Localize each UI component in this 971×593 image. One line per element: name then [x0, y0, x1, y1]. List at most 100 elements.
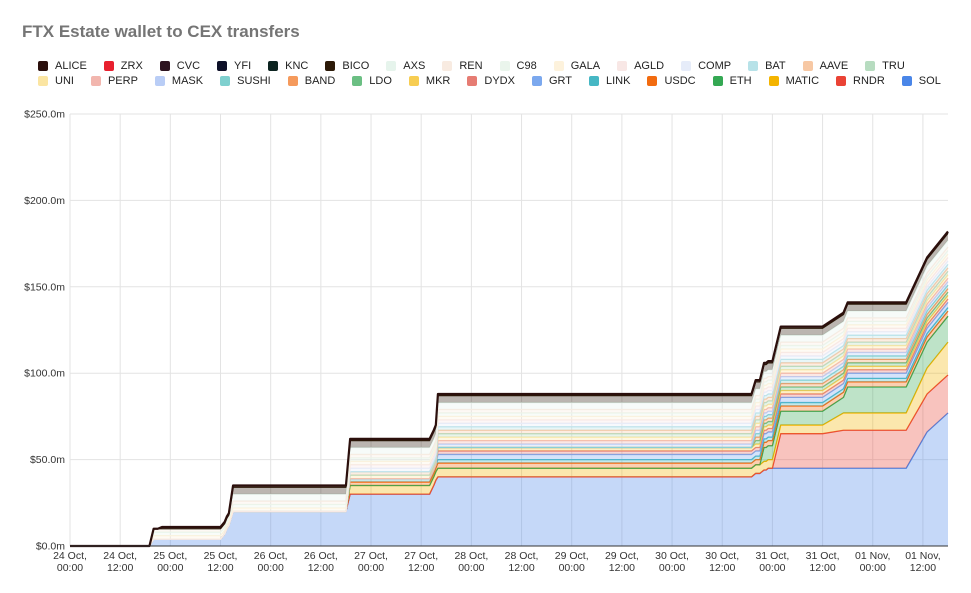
- legend-label: LDO: [369, 74, 392, 87]
- legend-item-alice[interactable]: ALICE: [38, 60, 87, 72]
- legend-label: BAND: [304, 74, 336, 87]
- legend-item-band[interactable]: BAND: [287, 74, 336, 87]
- chart-legend: ALICE ZRX CVC YFI KNC BICO AXS REN C98 GALA AGLD CO…: [38, 58, 953, 88]
- legend-item-comp[interactable]: COMP: [681, 60, 731, 72]
- legend-label: REN: [459, 59, 483, 72]
- legend-label: LINK: [605, 74, 631, 87]
- legend-swatch: [268, 60, 279, 71]
- legend-item-cvc[interactable]: CVC: [159, 60, 200, 72]
- legend-label: ALICE: [55, 59, 87, 72]
- legend-item-dydx[interactable]: DYDX: [467, 75, 515, 87]
- legend-item-ren[interactable]: REN: [442, 59, 483, 72]
- x-tick-label: 01 Nov, 12:00: [905, 550, 940, 574]
- y-tick-label: $250.0m: [24, 109, 65, 121]
- x-tick-label: 30 Oct, 12:00: [705, 550, 739, 574]
- line-series-alice: [70, 230, 949, 548]
- legend-label: RNDR: [853, 74, 885, 87]
- legend-swatch: [802, 60, 813, 71]
- legend-label: TRU: [882, 59, 905, 72]
- legend-label: AAVE: [819, 59, 849, 72]
- legend-label: AXS: [403, 59, 426, 72]
- legend-swatch: [748, 60, 759, 71]
- legend-swatch: [325, 60, 336, 71]
- legend-swatch: [287, 75, 298, 86]
- legend-swatch: [38, 60, 48, 71]
- legend-swatch: [159, 60, 170, 71]
- legend-label: ZRX: [120, 59, 143, 72]
- legend-swatch: [617, 60, 628, 71]
- legend-item-c98[interactable]: C98: [499, 59, 537, 72]
- x-tick-label: 27 Oct, 12:00: [404, 550, 438, 574]
- legend-swatch: [836, 75, 847, 86]
- legend-item-axs[interactable]: AXS: [386, 60, 425, 72]
- legend-swatch: [467, 75, 478, 86]
- legend-item-knc[interactable]: KNC: [268, 60, 308, 72]
- legend-item-sushi[interactable]: SUSHI: [220, 75, 271, 87]
- legend-swatch: [103, 60, 114, 71]
- legend-item-aave[interactable]: AAVE: [802, 59, 849, 72]
- legend-swatch: [90, 75, 101, 86]
- legend-label: BICO: [342, 59, 370, 72]
- legend-label: MATIC: [785, 74, 820, 87]
- legend-row: ALICE ZRX CVC YFI KNC BICO AXS REN C98 GALA AGLD CO…: [38, 58, 953, 73]
- legend-label: ETH: [729, 74, 752, 87]
- chart-title: FTX Estate wallet to CEX transfers: [22, 22, 300, 41]
- legend-label: GALA: [570, 59, 601, 72]
- legend-item-matic[interactable]: MATIC: [768, 74, 820, 87]
- legend-swatch: [220, 75, 231, 86]
- legend-label: BAT: [765, 59, 786, 72]
- legend-item-sol[interactable]: SOL: [901, 74, 941, 87]
- legend-label: YFI: [234, 59, 252, 72]
- x-tick-label: 25 Oct, 12:00: [204, 550, 238, 574]
- x-tick-label: 24 Oct, 00:00: [53, 550, 87, 574]
- x-tick-label: 31 Oct, 12:00: [806, 550, 840, 574]
- x-tick-label: 28 Oct, 00:00: [454, 550, 488, 574]
- legend-item-usdc[interactable]: USDC: [647, 74, 696, 87]
- x-tick-label: 28 Oct, 12:00: [505, 550, 539, 574]
- legend-row: UNI PERP MASK SUSHI BAND LDO MKR DYDX GRT LINK USD…: [38, 73, 953, 88]
- legend-item-gala[interactable]: GALA: [553, 59, 601, 72]
- x-tick-label: 31 Oct, 00:00: [755, 550, 789, 574]
- x-tick-label: 25 Oct, 00:00: [153, 550, 187, 574]
- legend-item-agld[interactable]: AGLD: [617, 60, 664, 72]
- legend-swatch: [588, 75, 599, 86]
- legend-item-mask[interactable]: MASK: [154, 75, 203, 87]
- legend-label: KNC: [285, 59, 309, 72]
- x-tick-label: 29 Oct, 00:00: [555, 550, 589, 574]
- legend-item-bat[interactable]: BAT: [748, 60, 786, 72]
- legend-item-uni[interactable]: UNI: [38, 75, 74, 87]
- legend-item-rndr[interactable]: RNDR: [836, 75, 885, 87]
- legend-item-perp[interactable]: PERP: [90, 75, 138, 87]
- legend-label: AGLD: [634, 59, 665, 72]
- legend-item-eth[interactable]: ETH: [712, 74, 752, 87]
- y-tick-label: $200.0m: [24, 195, 65, 207]
- x-tick-label: 27 Oct, 00:00: [354, 550, 388, 574]
- legend-item-link[interactable]: LINK: [588, 74, 631, 87]
- legend-swatch: [531, 75, 542, 86]
- legend-swatch: [553, 60, 564, 71]
- x-tick-label: 24 Oct, 12:00: [103, 550, 137, 574]
- legend-label: UNI: [55, 74, 74, 87]
- legend-label: SOL: [918, 74, 941, 87]
- legend-label: C98: [516, 59, 537, 72]
- area-series-sol: [70, 412, 948, 546]
- legend-item-tru[interactable]: TRU: [865, 60, 905, 72]
- legend-item-bico[interactable]: BICO: [325, 60, 369, 72]
- legend-swatch: [154, 75, 165, 86]
- legend-item-grt[interactable]: GRT: [531, 75, 572, 87]
- legend-label: COMP: [698, 59, 732, 72]
- legend-item-mkr[interactable]: MKR: [408, 75, 450, 87]
- legend-item-zrx[interactable]: ZRX: [103, 59, 143, 72]
- legend-label: USDC: [664, 74, 696, 87]
- legend-item-yfi[interactable]: YFI: [217, 60, 251, 72]
- legend-swatch: [442, 60, 453, 71]
- y-tick-label: $150.0m: [24, 281, 65, 293]
- legend-swatch: [712, 75, 723, 86]
- x-tick-label: 30 Oct, 00:00: [655, 550, 689, 574]
- legend-swatch: [865, 60, 876, 71]
- area-series-mask: [70, 281, 948, 546]
- y-tick-label: $100.0m: [24, 368, 65, 380]
- legend-item-ldo[interactable]: LDO: [352, 75, 392, 87]
- legend-swatch: [768, 75, 779, 86]
